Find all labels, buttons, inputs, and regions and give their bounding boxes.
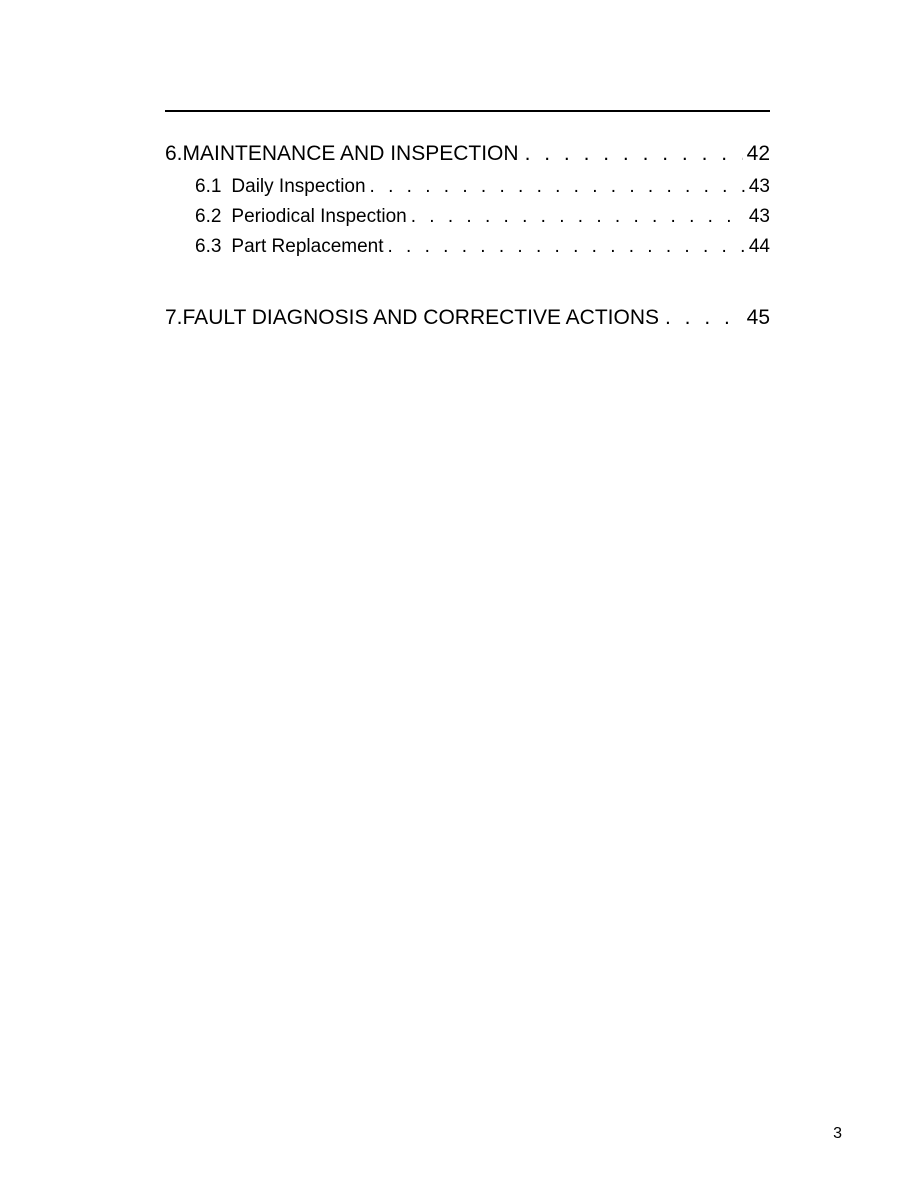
- chapter-page: 45: [747, 306, 770, 330]
- sub-page: 44: [749, 236, 770, 258]
- toc-section: 6. MAINTENANCE AND INSPECTION. . . . . .…: [165, 142, 770, 258]
- sub-number: 6.2: [195, 206, 221, 228]
- toc-sub-line: 6.1 Daily Inspection. . . . . . . . . . .…: [195, 176, 770, 198]
- leader-dots: . . . . . . . . . . . . . . . . . . . . …: [665, 306, 743, 330]
- leader-dots: . . . . . . . . . . . . . . . . . . . . …: [388, 236, 745, 258]
- leader-dots: . . . . . . . . . . . . . . . . . . . . …: [525, 142, 743, 166]
- toc-section: 7. FAULT DIAGNOSIS AND CORRECTIVE ACTION…: [165, 306, 770, 330]
- sub-page: 43: [749, 206, 770, 228]
- table-of-contents: 6. MAINTENANCE AND INSPECTION. . . . . .…: [165, 142, 770, 330]
- chapter-page: 42: [747, 142, 770, 166]
- header-rule: [165, 110, 770, 112]
- sub-title: Periodical Inspection: [231, 206, 406, 228]
- chapter-title: FAULT DIAGNOSIS AND CORRECTIVE ACTIONS: [183, 306, 659, 330]
- toc-sub-line: 6.3 Part Replacement. . . . . . . . . . .…: [195, 236, 770, 258]
- chapter-number: 7.: [165, 306, 183, 330]
- sub-title: Part Replacement: [231, 236, 383, 258]
- toc-sub-line: 6.2 Periodical Inspection. . . . . . . . …: [195, 206, 770, 228]
- sub-title: Daily Inspection: [231, 176, 365, 198]
- toc-chapter-line: 6. MAINTENANCE AND INSPECTION. . . . . .…: [165, 142, 770, 166]
- chapter-number: 6.: [165, 142, 183, 166]
- toc-chapter-line: 7. FAULT DIAGNOSIS AND CORRECTIVE ACTION…: [165, 306, 770, 330]
- document-page: 6. MAINTENANCE AND INSPECTION. . . . . .…: [0, 0, 920, 1191]
- chapter-title: MAINTENANCE AND INSPECTION: [183, 142, 519, 166]
- sub-number: 6.3: [195, 236, 221, 258]
- sub-page: 43: [749, 176, 770, 198]
- leader-dots: . . . . . . . . . . . . . . . . . . . . …: [411, 206, 745, 228]
- page-number: 3: [833, 1125, 842, 1143]
- leader-dots: . . . . . . . . . . . . . . . . . . . . …: [370, 176, 745, 198]
- sub-number: 6.1: [195, 176, 221, 198]
